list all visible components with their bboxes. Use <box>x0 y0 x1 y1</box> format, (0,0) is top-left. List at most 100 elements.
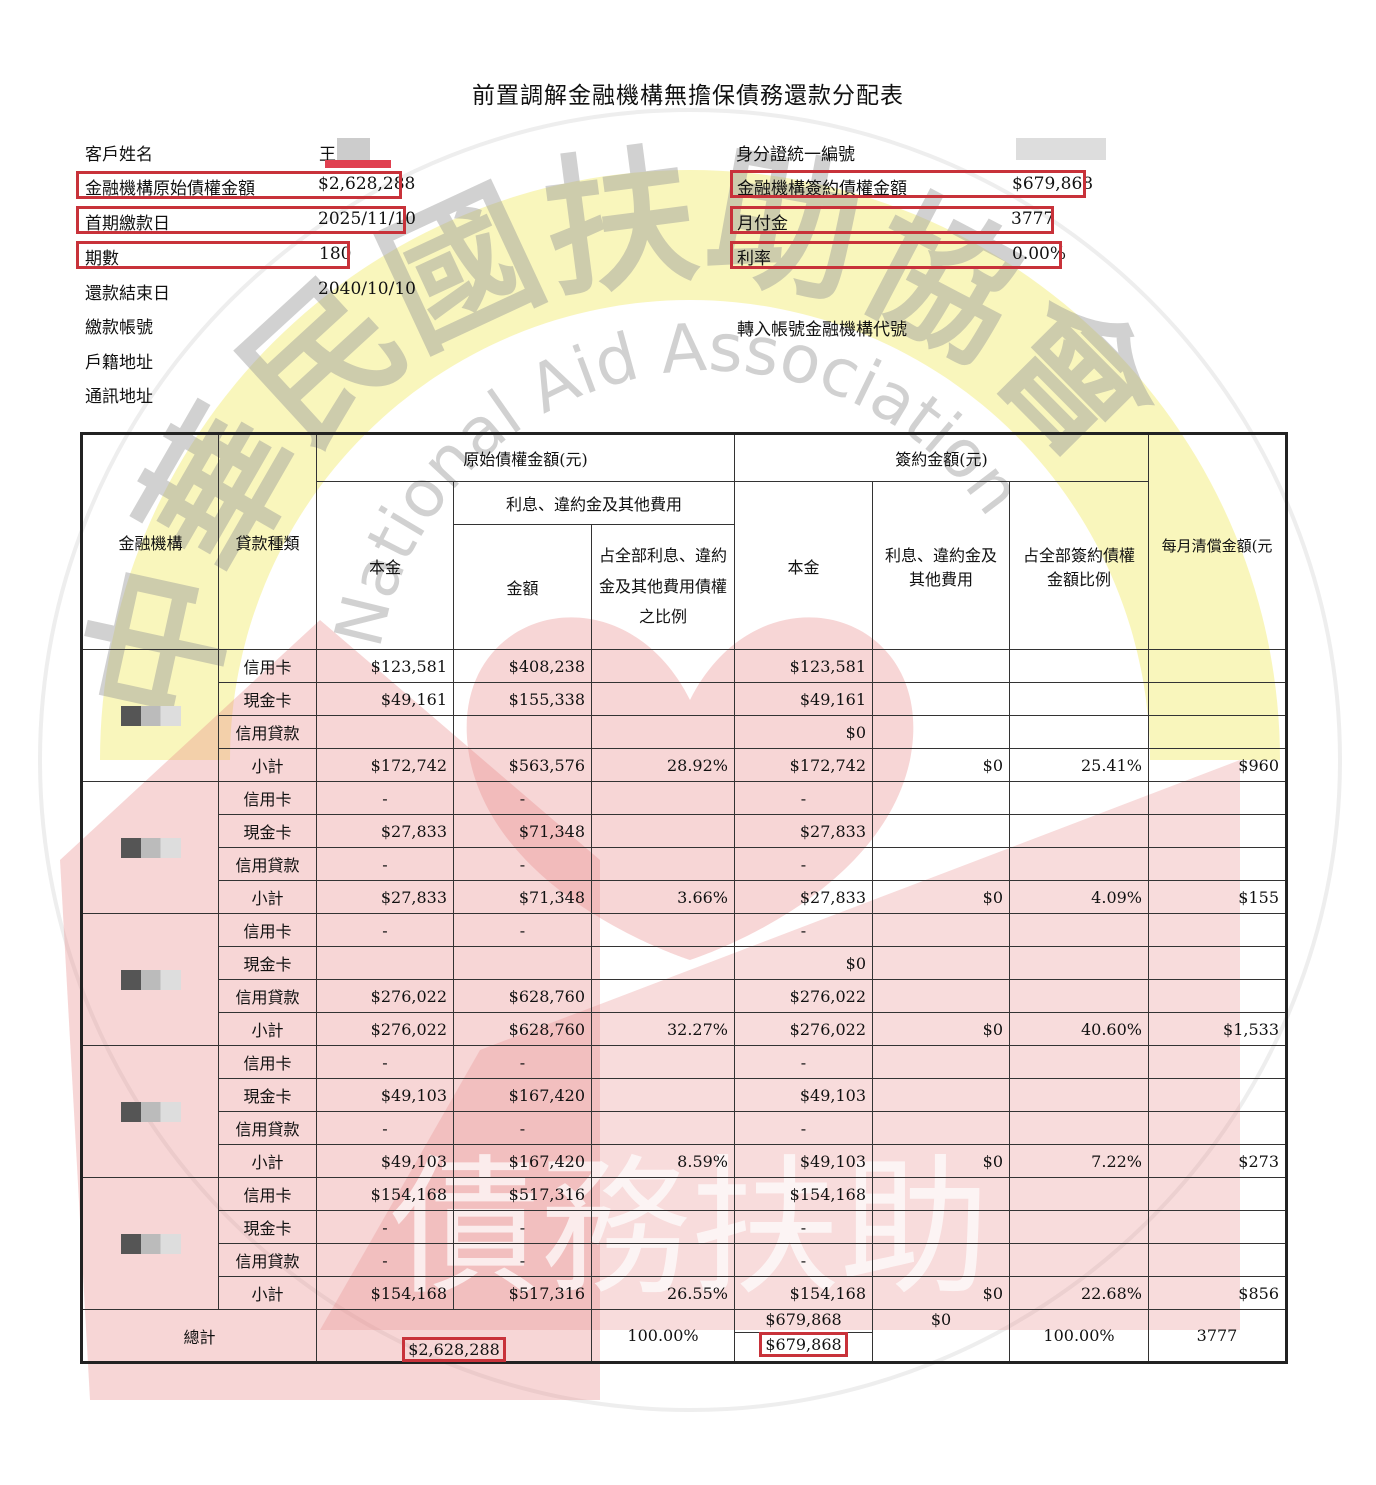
table-row: 現金卡 $49,161 $155,338 $49,161 <box>82 682 1287 716</box>
signed-principal-cell: - <box>734 1111 873 1145</box>
signed-ratio-cell: 4.09% <box>1009 880 1149 914</box>
signed-interest-cell <box>872 1243 1010 1277</box>
signed-ratio-cell <box>1009 1045 1149 1079</box>
loan-type-cell: 小計 <box>218 1276 317 1310</box>
header-monthly: 每月清償金額(元 <box>1148 433 1287 650</box>
signed-principal-cell: $123,581 <box>734 649 873 683</box>
monthly-amount-cell <box>1148 913 1287 947</box>
signed-interest-cell <box>872 1045 1010 1079</box>
interest-amount-cell: $71,348 <box>453 880 592 914</box>
table-row: 信用卡 - - - <box>81 781 1287 914</box>
end-date-label: 還款結束日 <box>85 284 170 304</box>
monthly-amount-cell <box>1148 1078 1287 1112</box>
interest-amount-cell: - <box>453 913 592 947</box>
signed-ratio-cell <box>1009 1243 1149 1277</box>
table-row: 信用卡 - - - <box>81 1045 1287 1178</box>
principal-cell: $27,833 <box>316 814 454 848</box>
interest-ratio-cell <box>591 814 735 848</box>
interest-ratio-cell: 32.27% <box>591 1012 735 1046</box>
signed-interest-cell <box>872 715 1010 749</box>
header-loan-type: 貸款種類 <box>218 433 317 650</box>
document-title: 前置調解金融機構無擔保債務還款分配表 <box>472 83 904 109</box>
end-date-value: 2040/10/10 <box>318 279 416 299</box>
table-row: 現金卡 $27,833 $71,348 $27,833 <box>82 814 1287 848</box>
signed-principal-cell: $0 <box>734 715 873 749</box>
signed-interest-cell: $0 <box>872 1276 1010 1310</box>
signed-interest-cell <box>872 979 1010 1013</box>
monthly-amount-cell <box>1148 979 1287 1013</box>
signed-interest-cell: $0 <box>872 1012 1010 1046</box>
loan-type-cell: 信用貸款 <box>218 1243 317 1277</box>
interest-ratio-cell: 28.92% <box>591 748 735 782</box>
loan-type-cell: 現金卡 <box>218 1078 317 1112</box>
loan-type-cell: 小計 <box>218 1012 317 1046</box>
loan-type-cell: 小計 <box>218 748 317 782</box>
interest-ratio-cell <box>591 781 735 815</box>
institution-cell-redacted <box>81 649 219 782</box>
table-row: 信用卡 $154,168 $517,316 $154,168 <box>81 1177 1287 1310</box>
total-label: 總計 <box>81 1309 317 1363</box>
signed-interest-cell <box>872 913 1010 947</box>
table-row: 小計 $276,022 $628,760 32.27% $276,022 $0 40.60%… <box>82 1012 1287 1046</box>
signed-ratio-cell <box>1009 1111 1149 1145</box>
monthly-amount-cell: $856 <box>1148 1276 1287 1310</box>
loan-type-cell: 信用貸款 <box>218 979 317 1013</box>
loan-type-cell: 信用貸款 <box>218 715 317 749</box>
loan-type-cell: 信用貸款 <box>218 847 317 881</box>
signed-ratio-cell <box>1009 979 1149 1013</box>
loan-type-cell: 信用卡 <box>218 1177 317 1211</box>
table-row: 信用卡 $123,581 $408,238 $123,581 <box>81 649 1287 782</box>
principal-cell: - <box>316 913 454 947</box>
monthly-amount-cell: $273 <box>1148 1144 1287 1178</box>
total-signed-interest: $0 <box>872 1309 1010 1363</box>
loan-type-cell: 信用卡 <box>218 781 317 815</box>
signed-interest-cell: $0 <box>872 1144 1010 1178</box>
signed-ratio-cell: 22.68% <box>1009 1276 1149 1310</box>
header-signed-principal: 本金 <box>734 481 873 650</box>
interest-amount-cell <box>453 715 592 749</box>
interest-ratio-cell <box>591 1078 735 1112</box>
signed-principal-cell: $49,103 <box>734 1078 873 1112</box>
signed-principal-cell: - <box>734 1045 873 1079</box>
payment-account-label: 繳款帳號 <box>85 318 153 338</box>
monthly-amount-cell <box>1148 1111 1287 1145</box>
monthly-amount-cell: $960 <box>1148 748 1287 782</box>
total-signed-principal: $679,868 $679,868 <box>734 1309 873 1363</box>
table-row: 信用貸款 $276,022 $628,760 $276,022 <box>82 979 1287 1013</box>
principal-cell: $49,103 <box>316 1078 454 1112</box>
signed-ratio-cell <box>1009 913 1149 947</box>
total-interest-ratio: 100.00% <box>591 1309 735 1363</box>
monthly-amount-cell <box>1148 1243 1287 1277</box>
header-interest-group: 利息、違約金及其他費用 <box>453 481 735 525</box>
principal-cell: - <box>316 1111 454 1145</box>
principal-cell: - <box>316 1243 454 1277</box>
interest-ratio-cell <box>591 847 735 881</box>
monthly-amount-cell <box>1148 814 1287 848</box>
signed-principal-cell: $154,168 <box>734 1177 873 1211</box>
table-row: 信用貸款 - - - <box>82 847 1287 881</box>
signed-principal-cell: - <box>734 847 873 881</box>
signed-ratio-cell <box>1009 715 1149 749</box>
interest-amount-cell: $408,238 <box>453 649 592 683</box>
signed-principal-cell: - <box>734 781 873 815</box>
interest-amount-cell: $155,338 <box>453 682 592 716</box>
signed-ratio-cell <box>1009 682 1149 716</box>
table-row: 信用卡 - - - <box>81 913 1287 1046</box>
signed-interest-cell <box>872 946 1010 980</box>
monthly-amount-cell <box>1148 682 1287 716</box>
interest-ratio-cell <box>591 913 735 947</box>
interest-amount-cell: $517,316 <box>453 1177 592 1211</box>
interest-amount-cell: - <box>453 847 592 881</box>
interest-amount-cell: - <box>453 1210 592 1244</box>
institution-cell-redacted <box>81 1177 219 1310</box>
signed-ratio-cell: 25.41% <box>1009 748 1149 782</box>
interest-amount-cell: - <box>453 1045 592 1079</box>
principal-cell: $49,161 <box>316 682 454 716</box>
monthly-amount-cell <box>1148 946 1287 980</box>
header-amount: 金額 <box>453 524 592 650</box>
total-monthly: 3777 <box>1148 1309 1287 1363</box>
signed-principal-cell: $276,022 <box>734 1012 873 1046</box>
signed-principal-cell: - <box>734 1210 873 1244</box>
interest-ratio-cell <box>591 715 735 749</box>
principal-cell: $276,022 <box>316 1012 454 1046</box>
